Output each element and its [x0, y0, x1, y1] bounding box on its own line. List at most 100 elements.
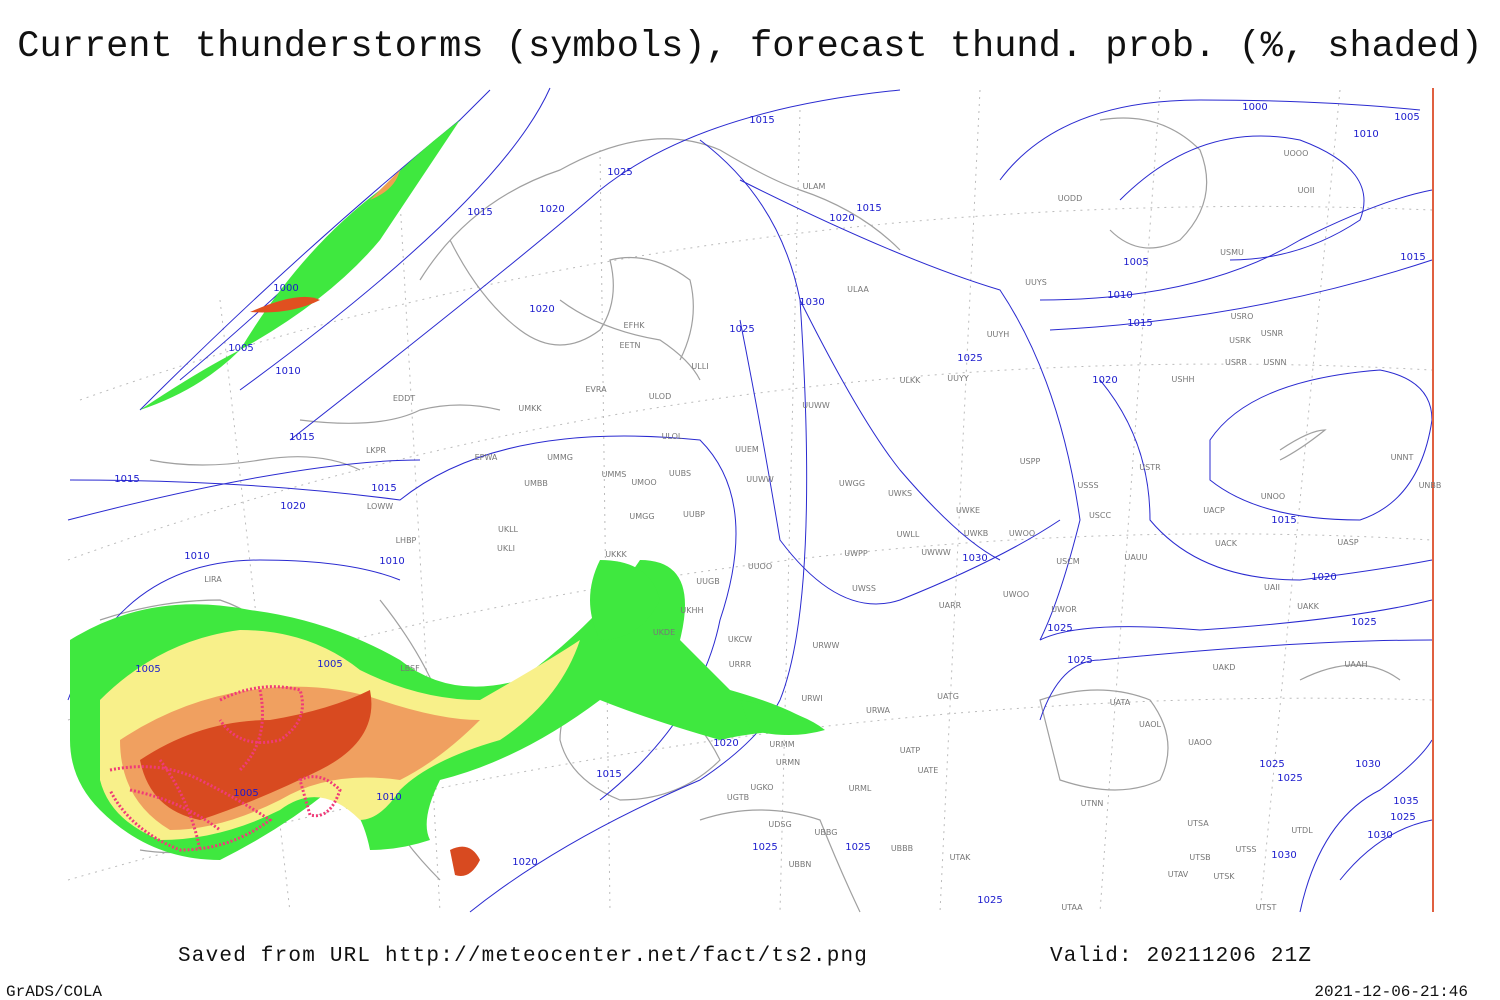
isobar-label: 1025: [957, 353, 982, 364]
station-label: URWA: [866, 706, 891, 715]
station-label: USRK: [1229, 336, 1251, 345]
station-label: URML: [849, 784, 872, 793]
station-label: UWSS: [852, 584, 876, 593]
station-label: UWWW: [921, 548, 951, 557]
station-label: UMOO: [631, 478, 656, 487]
station-label: UUYH: [987, 330, 1010, 339]
station-label: ULAA: [847, 285, 869, 294]
station-label: ULKK: [900, 376, 922, 385]
station-label: UUWW: [802, 401, 830, 410]
isobar-label: 1025: [1259, 759, 1284, 770]
station-label: URMM: [769, 740, 794, 749]
station-label: LIRA: [204, 575, 222, 584]
isobar-label: 1000: [1242, 102, 1267, 113]
station-label: UARR: [939, 601, 962, 610]
title: Current thunderstorms (symbols), forecas…: [17, 26, 1482, 68]
station-label: UTSS: [1236, 845, 1257, 854]
isobar-label: 1000: [273, 283, 298, 294]
station-label: UKHH: [680, 606, 703, 615]
thunderstorm-symbols: [108, 685, 342, 852]
station-label: USHH: [1172, 375, 1195, 384]
isobar-label: 1025: [977, 895, 1002, 906]
isobar-label: 1030: [1367, 830, 1392, 841]
station-label: UUYS: [1025, 278, 1047, 287]
station-label: UMGG: [629, 512, 654, 521]
isobar-label: 1015: [749, 115, 774, 126]
station-label: UBBB: [891, 844, 913, 853]
isobar-label: 1030: [1271, 850, 1296, 861]
station-label: USSS: [1077, 481, 1098, 490]
station-label: UATG: [937, 692, 959, 701]
station-label: UUOO: [748, 562, 772, 571]
isobar-label: 1015: [467, 207, 492, 218]
isobar-label: 1025: [1067, 655, 1092, 666]
station-label: USCC: [1089, 511, 1112, 520]
station-label: URMN: [776, 758, 800, 767]
station-label: UUBP: [683, 510, 705, 519]
isobar-label: 1025: [752, 842, 777, 853]
station-label: UAAH: [1344, 660, 1367, 669]
station-label: LOWW: [367, 502, 393, 511]
isobar-label: 1010: [1107, 290, 1132, 301]
isobar-label: 1010: [379, 556, 404, 567]
station-label: UAII: [1264, 583, 1280, 592]
station-label: UTAA: [1061, 903, 1083, 912]
isobar-label: 1015: [1400, 252, 1425, 263]
isobar-label: 1015: [1127, 318, 1152, 329]
isobar-label: 1030: [1355, 759, 1380, 770]
station-label: ULAM: [803, 182, 826, 191]
station-label: URRR: [729, 660, 752, 669]
source-url: Saved from URL http://meteocenter.net/fa…: [178, 945, 868, 968]
station-label: EPWA: [475, 453, 498, 462]
isobar-label: 1025: [607, 167, 632, 178]
station-label: UWGG: [839, 479, 865, 488]
isobar-label: 1025: [845, 842, 870, 853]
station-label: UKDE: [653, 628, 675, 637]
software: GrADS/COLA: [6, 983, 102, 1000]
station-label: USRO: [1231, 312, 1254, 321]
isobar-label: 1010: [275, 366, 300, 377]
station-label: UNOO: [1261, 492, 1285, 501]
station-label: UTSA: [1187, 819, 1209, 828]
isobar-label: 1020: [280, 501, 305, 512]
station-label: UGKO: [750, 783, 773, 792]
station-label: UAKK: [1297, 602, 1320, 611]
station-label: EETN: [620, 341, 641, 350]
station-label: USCM: [1056, 557, 1080, 566]
thunderstorm-probability: [70, 120, 825, 876]
station-label: UKLI: [497, 544, 515, 553]
frame-edge: [1432, 88, 1434, 912]
station-label: UBBN: [789, 860, 812, 869]
station-label: UBBG: [815, 828, 838, 837]
station-label: UDSG: [768, 820, 791, 829]
map-panel: [67, 87, 1433, 913]
station-label: LBSF: [400, 664, 420, 673]
isobar-label: 1005: [228, 343, 253, 354]
station-label: UKLL: [498, 525, 519, 534]
station-label: UTDL: [1291, 826, 1313, 835]
station-label: UTAK: [950, 853, 972, 862]
isobar-label: 1025: [1047, 623, 1072, 634]
station-label: UOOO: [1284, 149, 1309, 158]
isobar-label: 1010: [1353, 129, 1378, 140]
station-label: USNN: [1264, 358, 1287, 367]
isobar-label: 1030: [799, 297, 824, 308]
station-label: UOII: [1298, 186, 1315, 195]
station-label: UKCW: [728, 635, 752, 644]
station-label: UACK: [1215, 539, 1238, 548]
isobar-label: 1005: [1394, 112, 1419, 123]
station-label: UATA: [1110, 698, 1131, 707]
station-label: UMBB: [524, 479, 548, 488]
station-label: UNNT: [1391, 453, 1414, 462]
station-label: UWKB: [964, 529, 989, 538]
station-label: UAOL: [1139, 720, 1161, 729]
station-label: UGTB: [727, 793, 749, 802]
station-label: UWOR: [1051, 605, 1077, 614]
isobar-label: 1020: [829, 213, 854, 224]
station-label: LHBP: [396, 536, 417, 545]
station-label: UWOO: [1003, 590, 1029, 599]
isobar-label: 1005: [135, 664, 160, 675]
isobar-label: 1020: [1311, 572, 1336, 583]
station-label: USTR: [1139, 463, 1161, 472]
station-label: USNR: [1261, 329, 1284, 338]
